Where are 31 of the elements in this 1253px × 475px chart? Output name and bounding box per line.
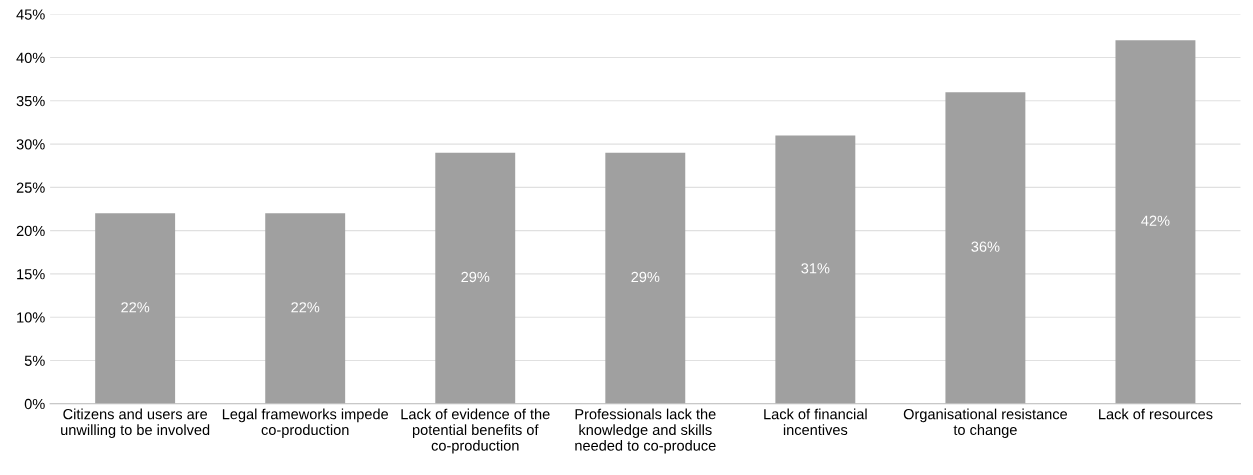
data-label: 42%	[1141, 215, 1170, 226]
y-tick-label: 25%	[16, 182, 45, 193]
y-tick-label: 40%	[16, 52, 45, 63]
bar	[1115, 40, 1196, 404]
y-tick-label: 10%	[17, 312, 45, 323]
y-tick-label: 35%	[16, 95, 45, 107]
bar	[945, 92, 1026, 404]
data-label: 31%	[801, 263, 830, 274]
bar	[95, 213, 176, 404]
bar	[265, 213, 346, 404]
x-tick-label: Lack of resources	[1099, 408, 1213, 420]
y-tick-label: 30%	[16, 139, 45, 150]
data-label: 22%	[121, 302, 150, 313]
bar	[435, 152, 516, 404]
x-tick-label: Citizens and users are unwilling to be involved	[61, 408, 210, 438]
x-tick-label: Legal frameworks impede co-production	[222, 408, 389, 438]
data-label: 29%	[631, 271, 660, 283]
y-tick-label: 45%	[16, 9, 45, 20]
x-tick-label: Organisational resistance to change	[903, 408, 1068, 438]
x-tick-label: Professionals lack the knowledge and skills needed to co-produce	[575, 408, 716, 454]
x-tick-label: Lack of financial incentives	[764, 408, 867, 436]
y-tick-label: 15%	[17, 269, 45, 280]
data-label: 29%	[461, 271, 490, 283]
y-tick-label: 20%	[16, 225, 45, 237]
y-tick-label: 0%	[24, 398, 45, 410]
y-tick-label: 5%	[24, 355, 45, 366]
x-tick-label: Lack of evidence of the potential benefits of co-production	[401, 408, 550, 454]
bar	[605, 152, 686, 404]
bar	[775, 135, 856, 404]
data-label: 36%	[971, 241, 1000, 252]
data-label: 22%	[291, 302, 320, 313]
